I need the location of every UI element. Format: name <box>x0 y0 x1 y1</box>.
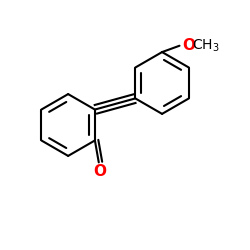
Text: O: O <box>94 164 106 179</box>
Text: O: O <box>182 38 196 53</box>
Text: CH$_3$: CH$_3$ <box>192 37 220 54</box>
